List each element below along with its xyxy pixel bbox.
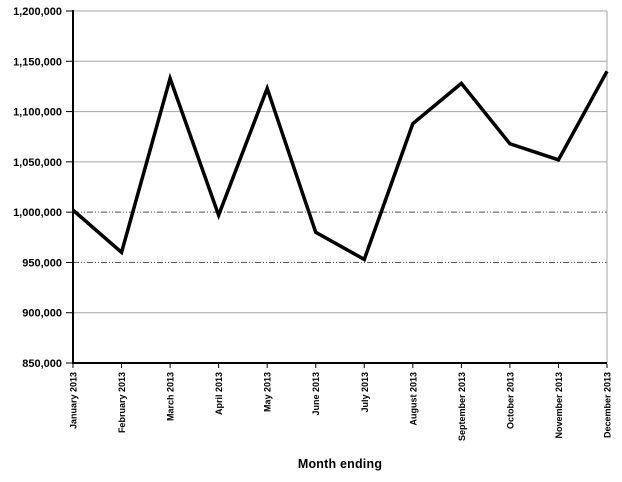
y-tick-label: 950,000 (22, 257, 62, 269)
x-tick-label: July 2013 (360, 372, 370, 413)
y-tick-label: 1,100,000 (13, 107, 62, 119)
x-tick-label: December 2013 (603, 372, 613, 438)
x-axis-title: Month ending (297, 457, 383, 471)
y-tick-label: 850,000 (22, 358, 62, 370)
x-tick-label: May 2013 (263, 372, 273, 412)
x-tick-label: November 2013 (554, 372, 564, 439)
x-tick-label: September 2013 (457, 372, 467, 441)
y-tick-label: 1,150,000 (13, 56, 62, 68)
x-tick-label: August 2013 (408, 372, 418, 426)
y-tick-label: 1,200,000 (13, 6, 62, 18)
x-tick-label: February 2013 (117, 372, 127, 433)
data-series-line (71, 70, 609, 262)
x-tick-label: June 2013 (311, 372, 321, 416)
x-tick-label: October 2013 (505, 372, 515, 429)
y-tick-label: 900,000 (22, 308, 62, 320)
y-tick-label: 1,050,000 (13, 157, 62, 169)
x-tick-label: April 2013 (214, 372, 224, 415)
y-tick-label: 1,000,000 (13, 207, 62, 219)
x-tick-label: January 2013 (69, 372, 79, 429)
x-tick-label: March 2013 (166, 372, 176, 421)
